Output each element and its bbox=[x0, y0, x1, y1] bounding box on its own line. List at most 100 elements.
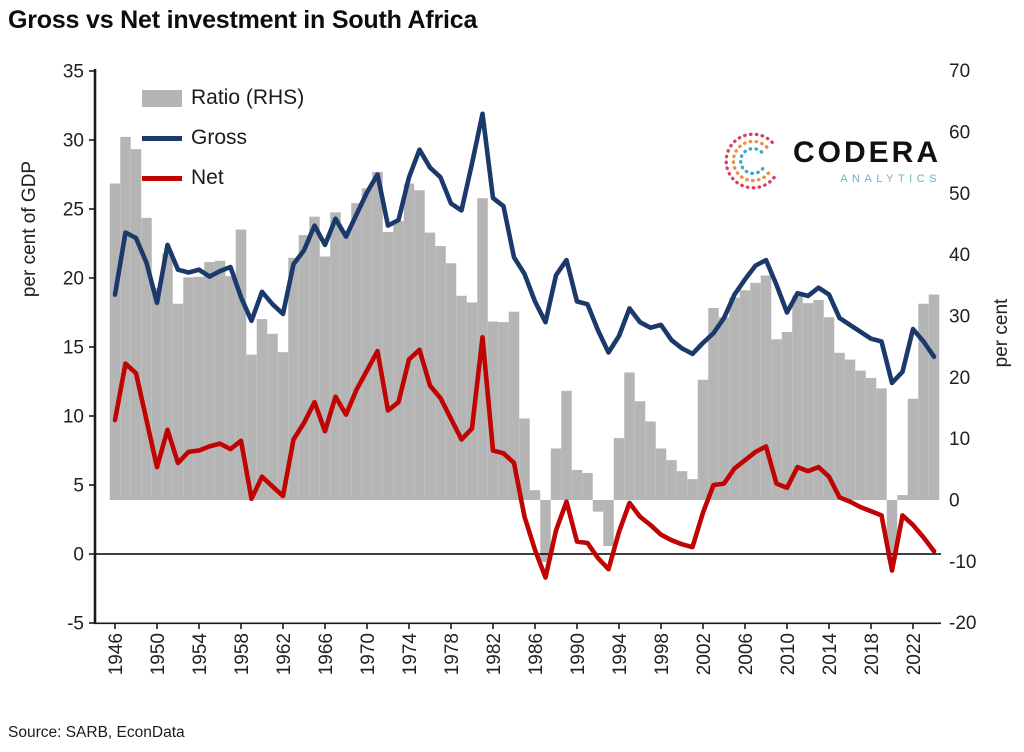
ratio-bar bbox=[918, 303, 929, 500]
ratio-bar bbox=[351, 203, 362, 500]
net-line bbox=[112, 334, 937, 580]
chart-legend: Ratio (RHS) Gross Net bbox=[142, 78, 304, 198]
x-axis-tick-label: 1950 bbox=[148, 633, 169, 675]
ratio-bar bbox=[204, 262, 215, 500]
logo-arc bbox=[724, 132, 776, 190]
codera-logo-icon bbox=[724, 132, 776, 190]
ratio-bar bbox=[876, 388, 887, 500]
ratio-bar bbox=[802, 303, 814, 500]
ratio-bar bbox=[225, 276, 236, 500]
ratio-bar bbox=[708, 308, 719, 500]
ratio-bar bbox=[886, 500, 898, 560]
ratio-bar bbox=[760, 275, 772, 500]
left-axis-tick-label: 0 bbox=[73, 545, 84, 566]
ratio-bar bbox=[792, 295, 803, 500]
ratio-bar bbox=[613, 438, 625, 500]
x-axis-tick-label: 1990 bbox=[568, 633, 589, 675]
left-axis-tick-label: 30 bbox=[63, 131, 84, 152]
ratio-bar bbox=[183, 277, 194, 500]
ratio-bar bbox=[487, 321, 499, 500]
ratio-bar bbox=[141, 217, 152, 500]
ratio-bar bbox=[655, 448, 667, 500]
ratio-bar bbox=[897, 495, 908, 500]
ratio-bar bbox=[928, 294, 940, 500]
right-axis-tick-label: 30 bbox=[949, 307, 970, 328]
gross-swatch-icon bbox=[142, 135, 182, 141]
ratio-bar bbox=[540, 500, 551, 562]
logo-subtitle-text: ANALYTICS bbox=[840, 172, 942, 185]
x-axis-tick-label: 1982 bbox=[484, 633, 505, 675]
right-axis-tick-label: 70 bbox=[949, 61, 970, 82]
ratio-bar bbox=[393, 220, 404, 500]
ratio-bar bbox=[340, 230, 352, 500]
legend-item-gross: Gross bbox=[142, 118, 304, 158]
ratio-bar bbox=[162, 253, 173, 500]
ratio-bar bbox=[676, 471, 688, 500]
ratio-bar bbox=[561, 390, 572, 500]
ratio-bar bbox=[697, 379, 709, 500]
ratio-bar bbox=[120, 136, 131, 500]
x-axis-tick-label: 1946 bbox=[106, 633, 127, 675]
right-axis-tick-label: 20 bbox=[949, 368, 970, 389]
ratio-bar bbox=[246, 354, 257, 500]
x-axis-tick-label: 2018 bbox=[862, 633, 883, 675]
ratio-bar bbox=[834, 352, 845, 500]
ratio-bar bbox=[382, 231, 394, 500]
x-axis-tick-label: 1954 bbox=[190, 633, 211, 676]
left-axis-tick-label: -5 bbox=[67, 614, 84, 635]
legend-label-ratio: Ratio (RHS) bbox=[191, 86, 305, 109]
left-axis-tick-label: 15 bbox=[63, 338, 84, 359]
right-axis-title: per cent bbox=[991, 298, 1012, 368]
x-axis-tick-label: 1966 bbox=[316, 633, 337, 675]
ratio-bar bbox=[666, 460, 677, 500]
ratio-bar bbox=[498, 322, 509, 500]
ratio-bar bbox=[813, 300, 824, 500]
ratio-bar bbox=[372, 171, 383, 500]
ratio-bar bbox=[288, 257, 299, 500]
ratio-bar bbox=[414, 190, 425, 500]
gross-line bbox=[112, 111, 937, 386]
ratio-bar bbox=[529, 490, 541, 500]
ratio-bar bbox=[645, 421, 656, 500]
ratio-bar bbox=[855, 370, 866, 500]
ratio-bar bbox=[718, 317, 730, 500]
x-axis-tick-label: 1970 bbox=[358, 633, 379, 675]
right-axis-tick-label: 40 bbox=[949, 245, 970, 266]
ratio-bar bbox=[330, 212, 341, 500]
x-axis-tick-label: 2022 bbox=[904, 633, 925, 675]
ratio-bar bbox=[424, 232, 436, 500]
x-axis-tick-label: 1962 bbox=[274, 633, 295, 675]
left-axis-tick-label: 10 bbox=[63, 407, 84, 428]
ratio-bar bbox=[865, 377, 877, 500]
ratio-swatch-icon bbox=[142, 89, 182, 107]
ratio-bar bbox=[361, 188, 373, 500]
ratio-bar bbox=[214, 260, 226, 500]
right-axis-tick-label: 0 bbox=[949, 491, 960, 512]
x-axis-tick-label: 1994 bbox=[610, 633, 631, 676]
ratio-bar bbox=[582, 473, 593, 500]
logo-arc bbox=[739, 146, 765, 176]
x-axis-tick-label: 1958 bbox=[232, 633, 253, 675]
right-axis-tick-label: 60 bbox=[949, 123, 970, 144]
ratio-bar bbox=[130, 149, 142, 501]
ratio-bar bbox=[771, 339, 782, 500]
ratio-bar bbox=[781, 331, 793, 500]
net-swatch-icon bbox=[142, 175, 182, 181]
ratio-bar bbox=[907, 398, 919, 500]
source-note: Source: SARB, EconData bbox=[8, 724, 185, 741]
logo-arc bbox=[731, 139, 771, 183]
right-axis-tick-label: 50 bbox=[949, 184, 970, 205]
right-axis-tick-label: -10 bbox=[949, 552, 976, 573]
ratio-bar bbox=[456, 295, 467, 500]
left-axis-tick-label: 25 bbox=[63, 200, 84, 221]
x-axis-tick-label: 1986 bbox=[526, 633, 547, 675]
x-axis-tick-label: 2010 bbox=[778, 633, 799, 675]
ratio-bar bbox=[298, 235, 310, 501]
ratio-bar bbox=[603, 500, 614, 546]
right-axis-tick-label: 10 bbox=[949, 429, 970, 450]
ratio-bar bbox=[151, 287, 163, 500]
left-axis-tick-label: 20 bbox=[63, 269, 84, 290]
ratio-bar bbox=[550, 448, 562, 500]
